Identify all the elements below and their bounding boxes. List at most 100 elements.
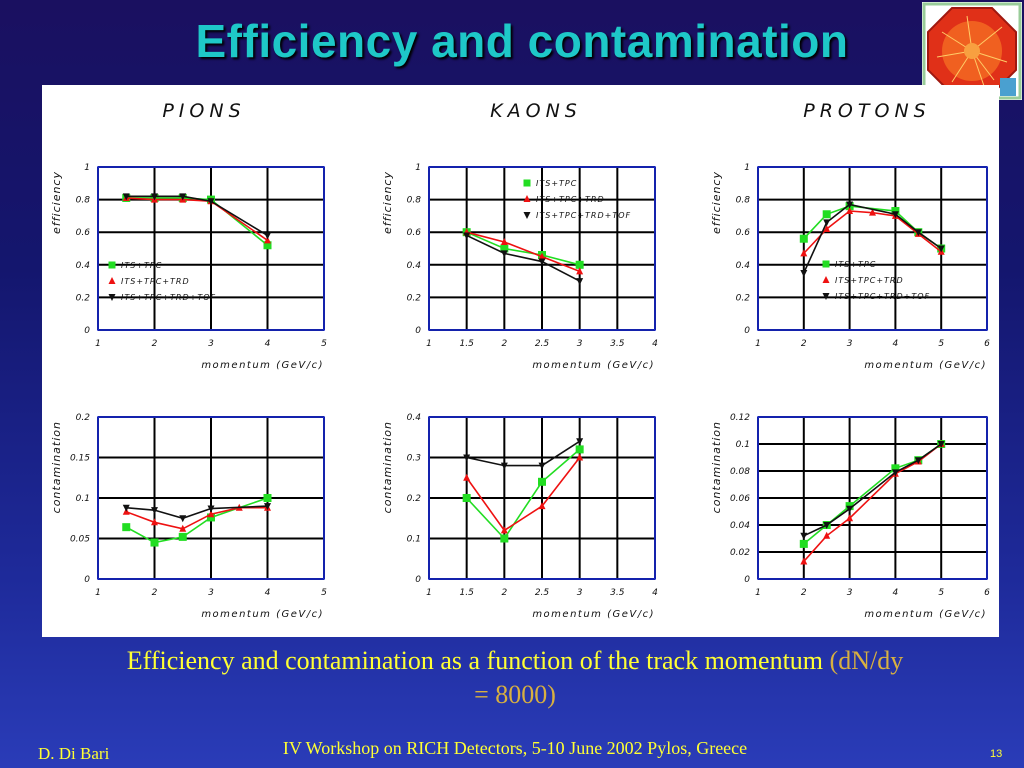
data-point [891, 211, 899, 219]
y-tick-label: 0.8 [736, 196, 751, 206]
y-tick-label: 0.3 [407, 454, 422, 464]
y-tick-label: 0 [744, 575, 750, 585]
plot-frame [97, 416, 325, 580]
data-point [823, 522, 831, 529]
data-point [799, 539, 808, 548]
data-point [463, 454, 471, 462]
x-tick-label: 5 [321, 339, 327, 349]
data-point [914, 457, 922, 465]
chart-plot: 1 2 3 4 5 6 0 0.2 0.4 0.6 0.8 1 momentum (GeV/c) effi… [710, 163, 990, 371]
x-tick-label: 3 [577, 588, 583, 598]
x-axis-label: momentum (GeV/c) [201, 360, 324, 371]
data-point [846, 201, 854, 209]
y-tick-label: 0.4 [736, 261, 751, 271]
caption-main: Efficiency and contamination as a functi… [126, 646, 824, 675]
y-tick-label: 0.2 [407, 494, 422, 504]
data-point [575, 445, 584, 454]
data-point [538, 462, 546, 470]
x-tick-label: 5 [938, 339, 944, 349]
data-point [263, 494, 272, 502]
data-point [800, 532, 808, 540]
x-tick-label: 1 [95, 588, 101, 598]
series-line [126, 197, 269, 246]
y-tick-label: 0.6 [736, 228, 751, 238]
legend-marker [822, 293, 830, 300]
x-tick-label: 4 [893, 339, 899, 349]
data-point [538, 252, 546, 260]
data-point [891, 469, 899, 477]
x-tick-label: 2 [501, 339, 507, 349]
data-point [264, 236, 271, 244]
series-line [466, 457, 581, 532]
x-tick-label: 3 [577, 339, 583, 349]
data-point [263, 241, 272, 250]
data-point [500, 526, 508, 534]
data-point [463, 232, 471, 240]
data-point [538, 258, 546, 266]
chart-plot: 1 2 3 4 5 0 0.2 0.4 0.6 0.8 1 momentum (GeV/c) effic… [50, 163, 327, 371]
x-tick-label: 4 [652, 588, 658, 598]
series-line [803, 443, 942, 537]
slide-title: Efficiency and contamination [195, 15, 849, 67]
y-tick-label: 0.8 [76, 196, 91, 206]
legend-label: ITS+TPC [536, 179, 577, 188]
data-point [179, 524, 187, 532]
data-point [576, 438, 584, 446]
y-tick-label: 0.04 [730, 521, 750, 531]
y-tick-label: 0.05 [70, 535, 90, 545]
legend-marker [108, 277, 116, 284]
data-point [207, 198, 215, 206]
x-axis-label: momentum (GeV/c) [532, 360, 655, 371]
x-tick-label: 4 [265, 588, 271, 598]
x-axis-label: momentum (GeV/c) [864, 360, 987, 371]
data-point [264, 503, 271, 511]
x-axis-label: momentum (GeV/c) [201, 609, 324, 620]
x-tick-label: 1.5 [460, 339, 475, 349]
data-point [122, 193, 130, 201]
data-point [846, 207, 854, 215]
data-point [500, 534, 509, 543]
y-tick-label: 0.1 [407, 535, 421, 545]
legend-label: ITS+TPC+TRD [536, 195, 605, 204]
legend-label: ITS+TPC+TRD+TOF [536, 211, 631, 220]
data-point [179, 193, 187, 201]
legend-label: ITS+TPC [121, 261, 162, 270]
x-tick-label: 1 [755, 588, 761, 598]
page-number: 13 [990, 748, 1003, 760]
plot-frame [757, 416, 988, 580]
x-tick-label: 3 [208, 588, 214, 598]
y-tick-label: 0 [415, 326, 421, 336]
y-tick-label: 1 [415, 163, 421, 173]
y-tick-label: 0 [84, 326, 90, 336]
data-point [576, 267, 584, 275]
data-point [822, 210, 831, 219]
data-point [800, 269, 808, 277]
chart-column-title: KAONS [490, 100, 582, 122]
x-tick-label: 3 [847, 339, 853, 349]
legend-label: ITS+TPC+TRD+TOF [835, 292, 930, 301]
x-tick-label: 1.5 [460, 588, 475, 598]
data-point [846, 514, 854, 522]
y-tick-label: 0.4 [407, 261, 422, 271]
y-axis-label: contamination [381, 421, 394, 513]
data-point [500, 462, 508, 470]
y-axis-label: efficiency [710, 171, 723, 234]
legend-label: ITS+TPC+TRD [121, 277, 190, 286]
data-point [869, 208, 876, 216]
x-axis-label: momentum (GeV/c) [532, 609, 655, 620]
x-tick-label: 2 [152, 588, 158, 598]
data-point [150, 538, 159, 547]
alice-detector-logo-icon [922, 2, 1022, 100]
chart-column-title: PIONS [162, 100, 245, 122]
y-axis-label: efficiency [381, 171, 394, 234]
series-line [803, 203, 942, 274]
y-tick-label: 0.4 [407, 413, 422, 423]
data-point [462, 494, 471, 502]
x-tick-label: 1 [95, 339, 101, 349]
chart-plot: 1 1.5 2 2.5 3 3.5 4 0 0.2 0.4 0.6 0.8 1 momentum (GeV… [381, 163, 658, 371]
data-point [576, 278, 584, 286]
y-tick-label: 0 [744, 326, 750, 336]
data-point [846, 505, 854, 513]
legend-marker [523, 179, 531, 187]
legend-label: ITS+TPC [835, 260, 876, 269]
